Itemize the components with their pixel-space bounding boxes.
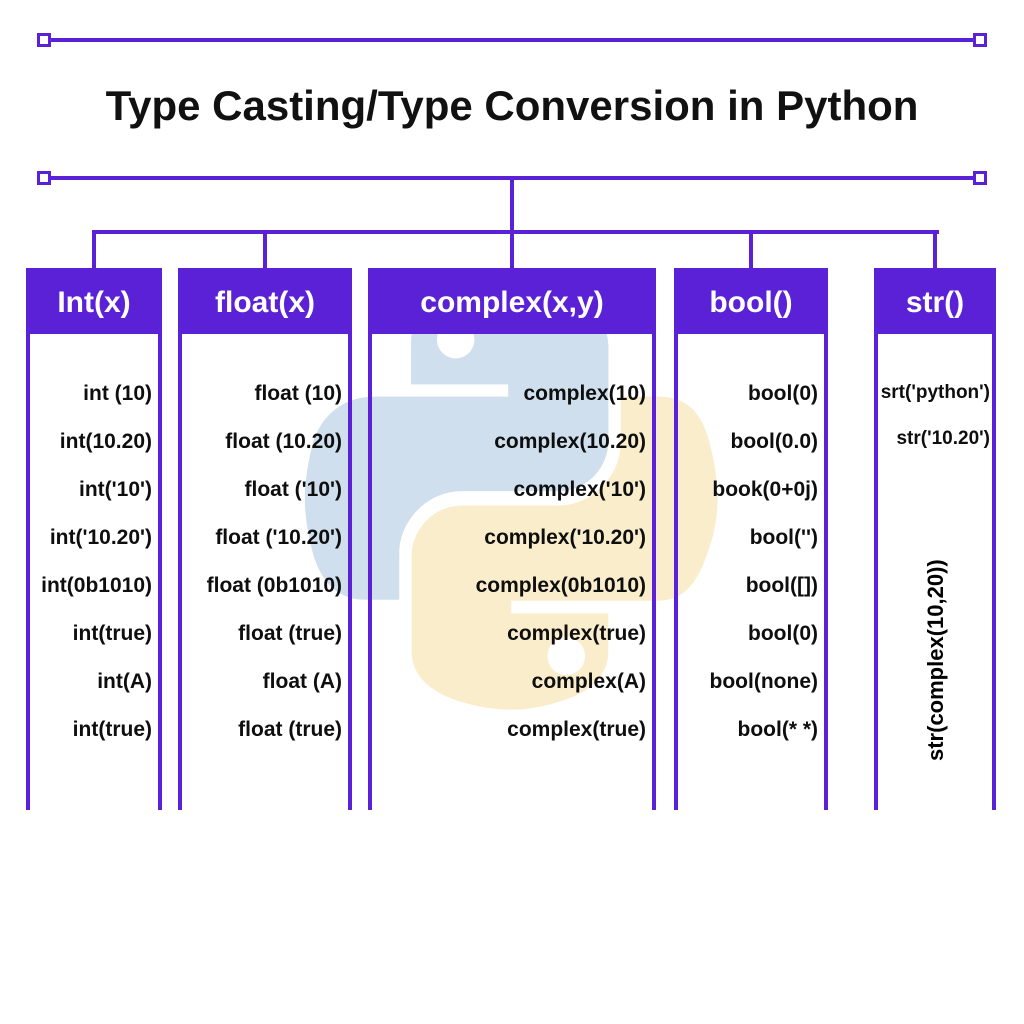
list-item: complex(A) xyxy=(368,658,656,706)
list-item: float (10.20) xyxy=(178,418,352,466)
tree-horizontal-spine xyxy=(94,230,939,234)
list-item: float ('10') xyxy=(178,466,352,514)
column-items-int: int (10)int(10.20)int('10')int('10.20')i… xyxy=(26,334,162,754)
top-rule xyxy=(44,38,980,42)
list-item: float (true) xyxy=(178,706,352,754)
list-item: int(true) xyxy=(26,706,162,754)
second-rule-handle-left xyxy=(37,171,51,185)
tree-drop xyxy=(510,230,514,268)
column-header-bool: bool() xyxy=(674,268,828,334)
rotated-item: str(complex(10,20)) xyxy=(923,521,949,761)
list-item: complex('10.20') xyxy=(368,514,656,562)
list-item: bool(0.0) xyxy=(674,418,828,466)
tree-center-drop xyxy=(510,176,514,230)
column-border-left xyxy=(368,268,372,810)
column-items-complex: complex(10)complex(10.20)complex('10')co… xyxy=(368,334,656,754)
diagram-canvas: Type Casting/Type Conversion in Python I… xyxy=(0,0,1024,1024)
column-border-right xyxy=(992,268,996,810)
column-items-bool: bool(0)bool(0.0)book(0+0j)bool('')bool([… xyxy=(674,334,828,754)
list-item: int(10.20) xyxy=(26,418,162,466)
list-item: bool([]) xyxy=(674,562,828,610)
column-bool: bool()bool(0)bool(0.0)book(0+0j)bool('')… xyxy=(674,268,828,754)
list-item: bool(* *) xyxy=(674,706,828,754)
list-item: book(0+0j) xyxy=(674,466,828,514)
list-item: srt('python') xyxy=(874,370,996,416)
column-int: Int(x)int (10)int(10.20)int('10')int('10… xyxy=(26,268,162,754)
list-item: float (0b1010) xyxy=(178,562,352,610)
tree-drop xyxy=(749,230,753,268)
list-item: bool('') xyxy=(674,514,828,562)
list-item: complex(0b1010) xyxy=(368,562,656,610)
list-item: bool(0) xyxy=(674,370,828,418)
column-float: float(x)float (10)float (10.20)float ('1… xyxy=(178,268,352,754)
list-item: complex('10') xyxy=(368,466,656,514)
column-items-float: float (10)float (10.20)float ('10')float… xyxy=(178,334,352,754)
column-border-left xyxy=(874,268,878,810)
column-border-right xyxy=(348,268,352,810)
list-item: int (10) xyxy=(26,370,162,418)
column-border-left xyxy=(674,268,678,810)
page-title: Type Casting/Type Conversion in Python xyxy=(0,82,1024,130)
list-item: str('10.20') xyxy=(874,416,996,462)
list-item: complex(true) xyxy=(368,706,656,754)
column-border-right xyxy=(652,268,656,810)
column-complex: complex(x,y)complex(10)complex(10.20)com… xyxy=(368,268,656,754)
list-item: float (A) xyxy=(178,658,352,706)
list-item: complex(10.20) xyxy=(368,418,656,466)
list-item: int(A) xyxy=(26,658,162,706)
list-item: float (10) xyxy=(178,370,352,418)
column-header-complex: complex(x,y) xyxy=(368,268,656,334)
list-item: bool(0) xyxy=(674,610,828,658)
column-border-left xyxy=(26,268,30,810)
list-item: bool(none) xyxy=(674,658,828,706)
list-item: int('10.20') xyxy=(26,514,162,562)
column-header-int: Int(x) xyxy=(26,268,162,334)
second-rule-handle-right xyxy=(973,171,987,185)
top-rule-handle-right xyxy=(973,33,987,47)
list-item: complex(true) xyxy=(368,610,656,658)
tree-drop xyxy=(263,230,267,268)
column-str: str()srt('python')str('10.20')str(comple… xyxy=(874,268,996,462)
column-border-right xyxy=(824,268,828,810)
column-header-float: float(x) xyxy=(178,268,352,334)
tree-drop xyxy=(933,230,937,268)
list-item: float ('10.20') xyxy=(178,514,352,562)
list-item: int(true) xyxy=(26,610,162,658)
list-item: int(0b1010) xyxy=(26,562,162,610)
list-item: int('10') xyxy=(26,466,162,514)
list-item: float (true) xyxy=(178,610,352,658)
column-border-right xyxy=(158,268,162,810)
tree-drop xyxy=(92,230,96,268)
top-rule-handle-left xyxy=(37,33,51,47)
column-items-str: srt('python')str('10.20') xyxy=(874,334,996,462)
list-item: complex(10) xyxy=(368,370,656,418)
column-border-left xyxy=(178,268,182,810)
column-header-str: str() xyxy=(874,268,996,334)
